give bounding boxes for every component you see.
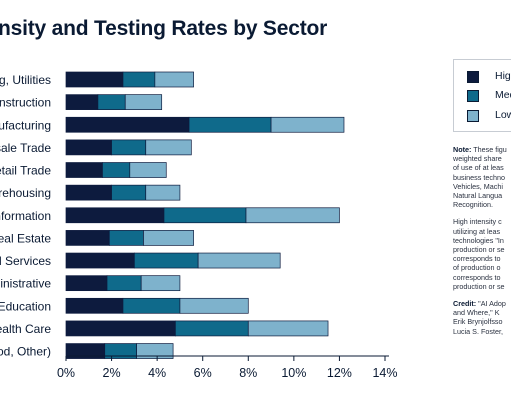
category-label: Real Estate — [0, 231, 51, 245]
category-label: Education — [0, 299, 51, 313]
bar-segment — [65, 252, 135, 269]
category-label: etail Trade — [0, 164, 51, 178]
x-tick-label: 8% — [239, 366, 257, 380]
bar-segment — [245, 207, 340, 224]
credit-label: Credit: — [453, 299, 477, 309]
bar-segment — [65, 320, 176, 337]
category-label: ninistrative — [0, 277, 51, 291]
note-text: These figu weighted share of use of at l… — [453, 145, 507, 210]
legend-swatch-low — [467, 110, 479, 122]
category-label: ufacturing — [0, 118, 51, 132]
bar-segment — [179, 297, 249, 314]
bar-segment — [111, 184, 147, 201]
bar-segment — [108, 230, 144, 246]
bar-segment — [145, 139, 192, 156]
legend-label-high: High I — [495, 70, 511, 82]
x-tick-label: 14% — [372, 366, 397, 380]
legend-swatch-medium — [467, 90, 479, 102]
bar-segment — [106, 275, 142, 292]
bar-segment — [143, 230, 194, 246]
note-label: Note: — [453, 145, 472, 154]
category-label: onstruction — [0, 96, 51, 110]
x-tick-label: 2% — [103, 366, 121, 380]
legend-swatch-high — [467, 71, 479, 83]
bar-segment — [122, 297, 181, 314]
category-label: od, Other) — [0, 345, 51, 359]
x-tick-label: 4% — [148, 366, 166, 380]
bar-segment — [65, 297, 124, 314]
bar-segment — [163, 207, 247, 224]
definition-text: High intensity c utilizing at leas techn… — [453, 217, 505, 291]
bar-segment — [65, 184, 112, 201]
category-label: al Services — [0, 254, 51, 268]
credit-paragraph: Credit: "AI Adop and Where," K Erik Bryn… — [453, 299, 511, 336]
x-tick-label: 10% — [281, 366, 306, 380]
bar-segment — [136, 343, 174, 359]
bar-segment — [175, 320, 249, 337]
bar-segment — [124, 94, 163, 110]
bar-segment — [154, 71, 194, 88]
bar-segment — [247, 320, 329, 337]
x-tick-label: 12% — [327, 366, 352, 380]
bar-segment — [270, 116, 345, 133]
bar-segment — [65, 71, 124, 88]
bar-segment — [65, 207, 165, 224]
bar-segment — [102, 162, 131, 178]
bar-segment — [65, 116, 190, 133]
category-label: nformation — [0, 209, 51, 223]
bar-segment — [188, 116, 272, 133]
chart-title: nsity and Testing Rates by Sector — [0, 17, 328, 40]
category-label: arehousing — [0, 186, 51, 200]
x-tick-label: 6% — [194, 366, 212, 380]
bar-segment — [197, 252, 281, 269]
category-label: sale Trade — [0, 141, 51, 155]
bar-segment — [65, 275, 108, 292]
bar-segment — [140, 275, 181, 292]
legend: High I Mediu Low I — [453, 59, 511, 132]
notes-panel: Note: These figu weighted share of use o… — [453, 145, 511, 344]
bar-segment — [65, 230, 110, 246]
bar-segment — [122, 71, 156, 88]
x-tick-label: 0% — [57, 366, 75, 380]
legend-label-medium: Mediu — [495, 89, 511, 101]
bar-segment — [145, 184, 181, 201]
legend-label-low: Low I — [495, 109, 511, 121]
bar-segment — [111, 139, 147, 156]
bar-segment — [65, 162, 103, 178]
bar-segment — [97, 94, 126, 110]
category-label: ealth Care — [0, 322, 51, 336]
bar-segment — [134, 252, 199, 269]
category-label: g, Utilities — [0, 73, 51, 87]
bar-segment — [65, 94, 99, 110]
bar-segment — [129, 162, 167, 178]
bar-segment — [65, 139, 112, 156]
credit-text: "AI Adop and Where," K Erik Brynjolfsso … — [453, 299, 506, 336]
note-paragraph: Note: These figu weighted share of use o… — [453, 145, 511, 209]
